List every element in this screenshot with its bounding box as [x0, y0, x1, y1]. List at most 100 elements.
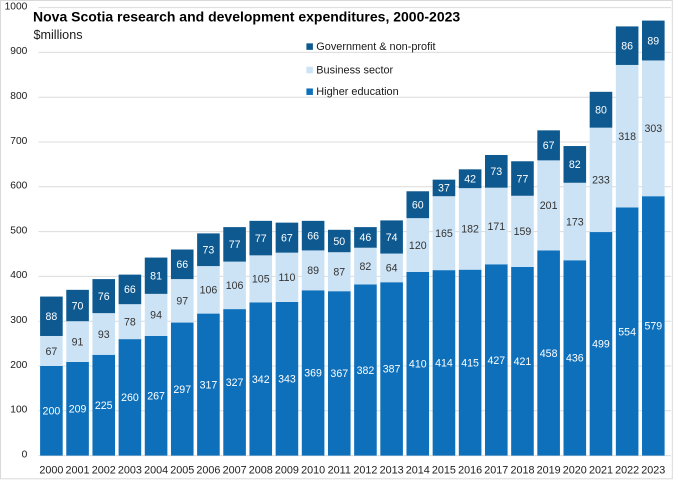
svg-text:225: 225: [95, 400, 113, 412]
svg-text:2011: 2011: [328, 465, 351, 477]
svg-text:46: 46: [360, 232, 372, 244]
svg-text:209: 209: [69, 404, 87, 416]
svg-text:76: 76: [98, 291, 110, 303]
svg-text:303: 303: [644, 123, 662, 135]
svg-text:89: 89: [647, 35, 659, 47]
svg-text:2002: 2002: [92, 465, 116, 477]
svg-text:2019: 2019: [537, 465, 561, 477]
svg-text:2003: 2003: [118, 465, 142, 477]
svg-text:Higher education: Higher education: [316, 86, 398, 98]
svg-text:77: 77: [255, 233, 267, 245]
svg-text:2015: 2015: [432, 465, 456, 477]
svg-text:579: 579: [644, 321, 662, 333]
svg-text:2001: 2001: [66, 465, 90, 477]
svg-text:74: 74: [386, 232, 398, 244]
svg-text:165: 165: [435, 228, 453, 240]
svg-text:327: 327: [226, 377, 244, 389]
svg-text:2021: 2021: [589, 465, 613, 477]
svg-text:91: 91: [72, 336, 84, 348]
svg-text:73: 73: [490, 166, 502, 178]
svg-text:367: 367: [330, 368, 348, 380]
svg-text:2000: 2000: [39, 465, 63, 477]
svg-text:89: 89: [307, 265, 319, 277]
svg-text:400: 400: [10, 270, 27, 281]
svg-text:421: 421: [514, 356, 532, 368]
svg-text:70: 70: [72, 300, 84, 312]
svg-text:66: 66: [307, 230, 319, 242]
svg-text:500: 500: [10, 225, 27, 236]
svg-text:2018: 2018: [510, 465, 534, 477]
svg-text:200: 200: [10, 360, 27, 371]
svg-text:2008: 2008: [249, 465, 273, 477]
svg-text:106: 106: [200, 285, 218, 297]
svg-text:81: 81: [150, 271, 162, 283]
svg-text:2007: 2007: [223, 465, 247, 477]
svg-text:77: 77: [229, 239, 241, 251]
svg-text:0: 0: [22, 449, 28, 460]
svg-text:343: 343: [278, 374, 296, 386]
svg-text:499: 499: [592, 339, 610, 351]
svg-text:60: 60: [412, 200, 424, 212]
svg-text:267: 267: [147, 391, 165, 403]
svg-text:458: 458: [540, 348, 558, 360]
svg-text:800: 800: [10, 91, 27, 102]
svg-text:86: 86: [621, 40, 633, 52]
svg-text:120: 120: [409, 240, 427, 252]
svg-text:342: 342: [252, 374, 270, 386]
svg-text:Nova Scotia research and devel: Nova Scotia research and development exp…: [33, 8, 460, 24]
svg-text:2004: 2004: [144, 465, 168, 477]
svg-text:2010: 2010: [301, 465, 325, 477]
svg-text:415: 415: [461, 357, 479, 369]
svg-text:2013: 2013: [380, 465, 404, 477]
svg-text:64: 64: [386, 263, 398, 275]
svg-text:700: 700: [10, 136, 27, 147]
svg-text:Government & non-profit: Government & non-profit: [316, 41, 435, 53]
svg-text:$millions: $millions: [34, 28, 83, 42]
svg-text:67: 67: [46, 346, 58, 358]
svg-text:2006: 2006: [196, 465, 220, 477]
svg-text:182: 182: [461, 224, 479, 236]
svg-text:600: 600: [10, 181, 27, 192]
svg-text:67: 67: [543, 140, 555, 152]
svg-text:67: 67: [281, 232, 293, 244]
svg-text:37: 37: [438, 183, 450, 195]
svg-text:87: 87: [333, 267, 345, 279]
svg-text:50: 50: [333, 236, 345, 248]
svg-text:66: 66: [176, 259, 188, 271]
svg-text:80: 80: [595, 105, 607, 117]
svg-text:105: 105: [252, 274, 270, 286]
svg-text:93: 93: [98, 329, 110, 341]
svg-text:2016: 2016: [458, 465, 482, 477]
svg-text:2020: 2020: [563, 465, 587, 477]
svg-text:436: 436: [566, 353, 584, 365]
svg-text:260: 260: [121, 392, 139, 404]
svg-text:42: 42: [464, 174, 476, 186]
svg-text:300: 300: [10, 315, 27, 326]
svg-text:82: 82: [569, 159, 581, 171]
svg-text:318: 318: [618, 131, 636, 143]
svg-text:410: 410: [409, 359, 427, 371]
svg-text:82: 82: [360, 261, 372, 273]
svg-text:554: 554: [618, 326, 636, 338]
svg-text:900: 900: [10, 46, 27, 57]
svg-text:77: 77: [517, 173, 529, 185]
svg-text:97: 97: [176, 296, 188, 308]
svg-text:2017: 2017: [484, 465, 508, 477]
svg-text:369: 369: [304, 368, 322, 380]
svg-text:2012: 2012: [353, 465, 377, 477]
svg-text:110: 110: [278, 272, 295, 284]
svg-text:94: 94: [150, 310, 162, 322]
svg-text:73: 73: [203, 245, 215, 257]
svg-text:2022: 2022: [615, 465, 639, 477]
svg-text:171: 171: [487, 221, 505, 233]
svg-text:414: 414: [435, 358, 453, 370]
svg-text:382: 382: [357, 365, 375, 377]
svg-text:201: 201: [540, 200, 558, 212]
svg-text:Business sector: Business sector: [316, 64, 393, 76]
svg-text:173: 173: [566, 216, 584, 228]
svg-text:2005: 2005: [170, 465, 194, 477]
svg-text:100: 100: [10, 405, 27, 416]
svg-text:2023: 2023: [641, 465, 665, 477]
svg-text:200: 200: [43, 406, 61, 418]
svg-text:106: 106: [226, 280, 244, 292]
